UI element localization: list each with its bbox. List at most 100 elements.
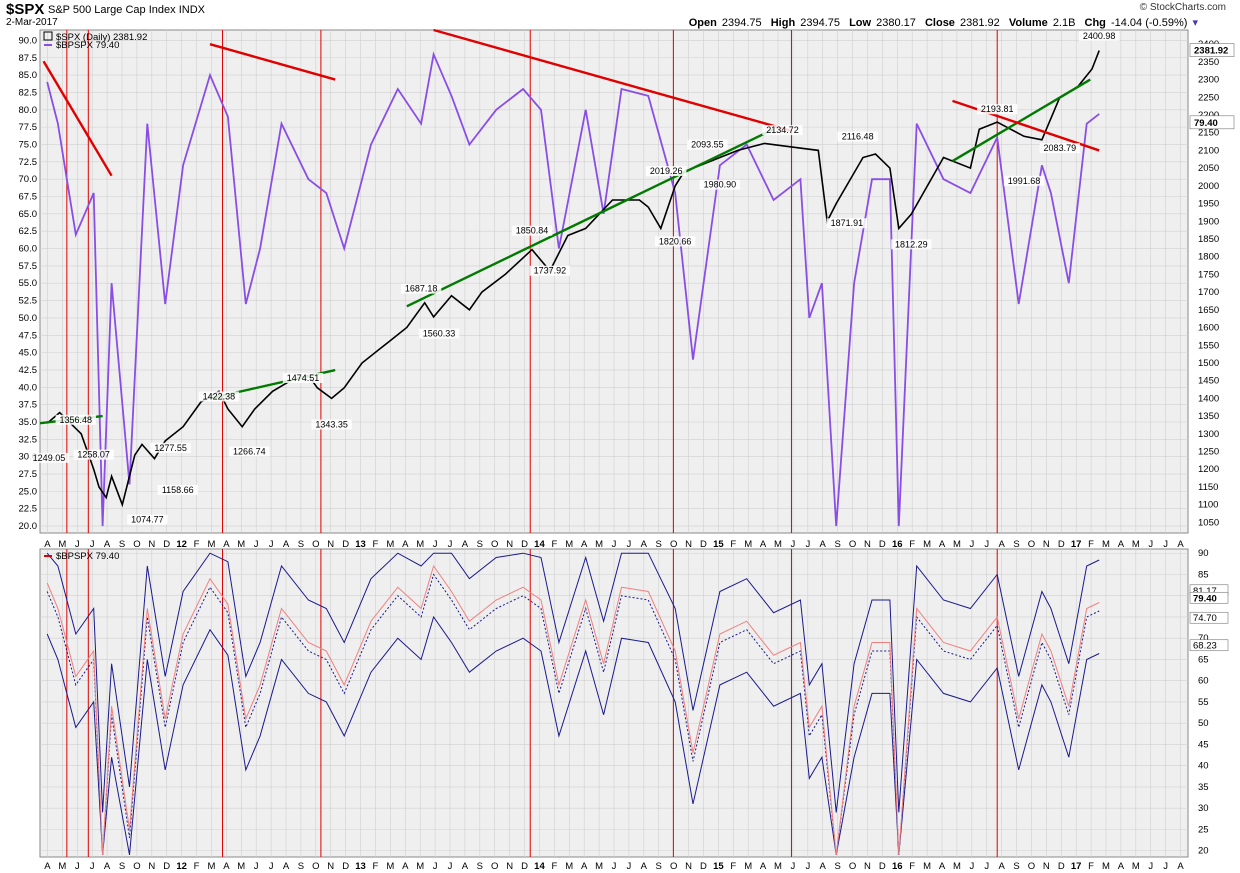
price-label: 1158.66 <box>162 485 194 495</box>
x-tick-label: M <box>416 539 424 550</box>
x-tick-label: D <box>700 539 707 550</box>
price-label-bg <box>699 179 741 190</box>
x-tick-label: M <box>744 861 752 872</box>
index-name: S&P 500 Large Cap Index INDX <box>48 4 205 16</box>
exchange: INDX <box>178 4 205 16</box>
x-tick-label: J <box>627 861 632 872</box>
x-tick-label: D <box>342 539 349 550</box>
x-tick-label: J <box>805 861 810 872</box>
x-tick-label: D <box>163 539 170 550</box>
left-axis-tick: 40.0 <box>19 382 38 393</box>
x-tick-label: M <box>416 861 424 872</box>
price-label-bg <box>529 265 571 276</box>
right-axis-tick: 1750 <box>1198 269 1219 280</box>
price-label-bg <box>150 442 191 453</box>
x-tick-label: M <box>953 539 961 550</box>
lower-axis-tick: 35 <box>1198 782 1209 793</box>
dropdown-icon[interactable]: ▾ <box>1192 17 1198 29</box>
x-tick-label: O <box>133 539 140 550</box>
x-tick-label: J <box>269 861 274 872</box>
price-label-bg <box>127 514 168 525</box>
lower-axis-tick: 70 <box>1198 633 1209 644</box>
x-tick-label: A <box>462 861 469 872</box>
x-tick-label: A <box>820 861 827 872</box>
lower-value-tag <box>1189 611 1229 624</box>
x-tick-label: J <box>984 539 989 550</box>
x-tick-label: 15 <box>713 539 724 550</box>
price-label: 1871.91 <box>831 218 864 228</box>
x-tick-label: M <box>774 861 782 872</box>
x-tick-label: M <box>58 539 66 550</box>
trendline-red <box>952 99 1100 152</box>
x-tick-label: O <box>670 861 677 872</box>
x-tick-label: D <box>1058 539 1065 550</box>
x-tick-label: F <box>373 539 379 550</box>
close-value: 2381.92 <box>960 17 1000 29</box>
x-tick-label: M <box>237 539 245 550</box>
x-tick-label: J <box>612 861 617 872</box>
lower-axis-tick: 45 <box>1198 739 1209 750</box>
right-axis-tick: 1300 <box>1198 429 1219 440</box>
right-axis-tick: 1200 <box>1198 464 1219 475</box>
right-axis-tick: 2150 <box>1198 128 1219 139</box>
x-tick-label: M <box>953 861 961 872</box>
x-tick-label: M <box>207 539 215 550</box>
x-tick-label: A <box>581 539 588 550</box>
price-label-bg <box>646 166 687 177</box>
middle-band-line <box>46 573 1100 855</box>
right-axis-tick: 1900 <box>1198 216 1219 227</box>
lower-axis-tick: 50 <box>1198 718 1209 729</box>
legend-lower: $BPSPX 79.40 <box>56 551 119 562</box>
last-value-text: 2381.92 <box>1194 46 1228 57</box>
x-tick-label: A <box>104 861 111 872</box>
lower-value-tag <box>1189 639 1229 652</box>
x-tick-label: D <box>521 539 528 550</box>
trendline-red <box>42 60 113 177</box>
x-tick-label: 13 <box>355 861 366 872</box>
last-value-tag <box>1189 43 1235 57</box>
left-axis-tick: 82.5 <box>19 87 38 98</box>
left-axis-tick: 20.0 <box>19 521 38 532</box>
price-label: 2083.79 <box>1044 143 1077 153</box>
x-tick-label: M <box>386 539 394 550</box>
x-tick-label: F <box>373 861 379 872</box>
x-tick-label: S <box>1013 539 1019 550</box>
price-label-bg <box>229 446 270 457</box>
price-label: 1074.77 <box>131 515 164 525</box>
x-tick-label: O <box>1028 861 1035 872</box>
last-value-text: 79.40 <box>1194 118 1218 129</box>
x-tick-label: A <box>44 861 51 872</box>
left-axis-tick: 65.0 <box>19 209 38 220</box>
lower-axis-tick: 65 <box>1198 654 1209 665</box>
left-axis-tick: 27.5 <box>19 469 38 480</box>
x-tick-label: M <box>1132 539 1140 550</box>
x-tick-label: J <box>269 539 274 550</box>
left-axis-tick: 30.0 <box>19 452 38 463</box>
x-tick-label: A <box>641 861 648 872</box>
price-label: 1422.38 <box>203 391 236 401</box>
low-label: Low <box>849 17 872 29</box>
upper-band-line <box>46 552 1100 813</box>
x-tick-label: A <box>939 539 946 550</box>
x-tick-label: N <box>864 539 871 550</box>
x-tick-label: M <box>386 861 394 872</box>
x-tick-label: J <box>1163 539 1168 550</box>
last-value-tag <box>1189 115 1235 130</box>
left-axis-tick: 47.5 <box>19 330 38 341</box>
price-label: 2134.72 <box>766 125 799 135</box>
trendline-red <box>433 28 792 133</box>
credit[interactable]: © StockCharts.com <box>1139 2 1226 13</box>
price-label: 1474.51 <box>287 373 320 383</box>
x-tick-label: F <box>194 861 200 872</box>
x-tick-label: N <box>327 539 334 550</box>
x-tick-label: S <box>656 861 662 872</box>
x-tick-label: J <box>1163 861 1168 872</box>
x-tick-label: M <box>565 861 573 872</box>
x-tick-label: S <box>119 539 125 550</box>
price-label-bg <box>1039 143 1081 154</box>
price-label-bg <box>826 218 868 229</box>
price-label-bg <box>282 373 324 384</box>
x-tick-label: S <box>119 861 125 872</box>
x-tick-label: A <box>44 539 51 550</box>
x-tick-label: N <box>506 539 513 550</box>
